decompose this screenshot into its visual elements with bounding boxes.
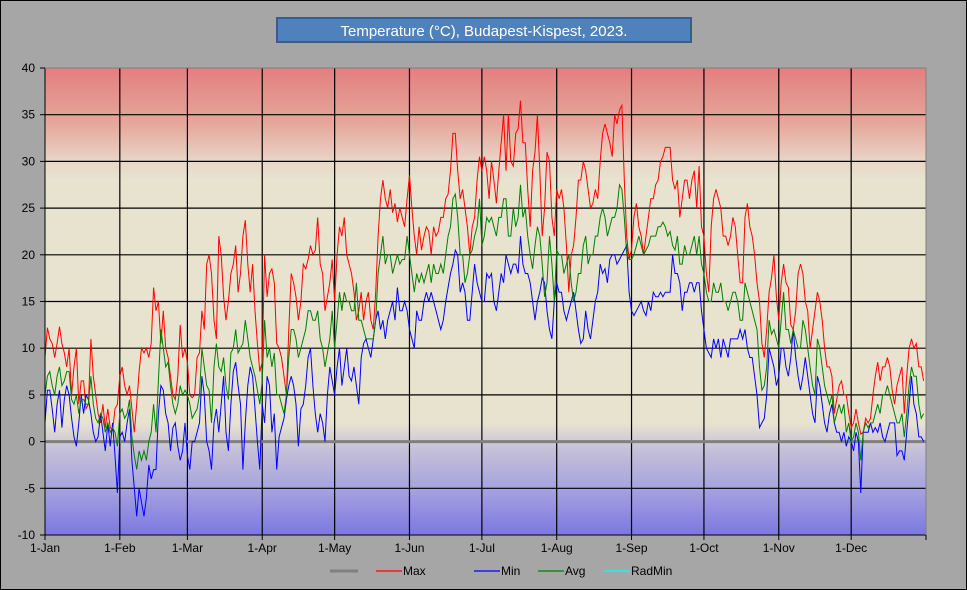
legend-label: Max: [403, 564, 426, 578]
x-tick-label: 1-Mar: [172, 541, 203, 555]
y-tick-label: -10: [18, 528, 36, 542]
y-tick-label: 25: [22, 201, 36, 215]
x-tick-label: 1-Dec: [835, 541, 867, 555]
legend-item-avg: Avg: [538, 564, 585, 578]
series-line-min: [44, 236, 925, 517]
y-tick-label: 10: [22, 341, 36, 355]
y-tick-label: 15: [22, 295, 36, 309]
y-tick-label: 30: [22, 154, 36, 168]
x-tick-label: 1-May: [318, 541, 351, 555]
legend-label: Min: [501, 564, 520, 578]
x-tick-label: 1-Aug: [541, 541, 573, 555]
x-tick-label: 1-Nov: [763, 541, 795, 555]
y-tick-label: 40: [22, 61, 36, 75]
legend-label: Avg: [565, 564, 585, 578]
x-tick-label: 1-Oct: [689, 541, 719, 555]
x-tick-label: 1-Sep: [616, 541, 648, 555]
series-line-max: [44, 100, 925, 435]
y-tick-label: 35: [22, 108, 36, 122]
y-tick-label: -5: [24, 481, 35, 495]
chart-title: Temperature (°C), Budapest-Kispest, 2023…: [276, 17, 692, 43]
x-tick-label: 1-Jun: [394, 541, 424, 555]
legend-label: RadMin: [631, 564, 672, 578]
x-tick-label: 1-Jan: [30, 541, 60, 555]
legend-item-min: Min: [474, 564, 520, 578]
y-tick-label: 5: [28, 388, 35, 402]
x-tick-label: 1-Jul: [469, 541, 495, 555]
y-tick-label: 0: [28, 435, 35, 449]
legend-item-max: Max: [376, 564, 426, 578]
x-tick-label: 1-Feb: [104, 541, 136, 555]
series-line-avg: [44, 183, 925, 470]
y-tick-label: 20: [22, 248, 36, 262]
x-tick-label: 1-Apr: [248, 541, 277, 555]
legend-item-radmin: RadMin: [604, 564, 672, 578]
